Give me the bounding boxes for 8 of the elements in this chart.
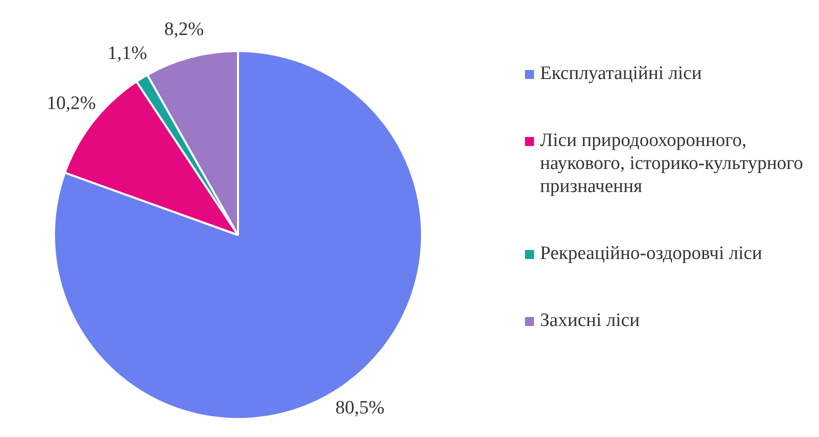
data-label: 1,1% [107,43,148,64]
data-label: 8,2% [164,18,204,40]
data-label: 10,2% [46,93,96,114]
legend-label: Експлуатаційні ліси [540,62,702,85]
legend-label: Ліси природоохоронного, наукового, історико-культурного призначення [540,129,804,198]
data-label: 80,5% [335,397,385,418]
legend-label: Захисні ліси [540,309,640,332]
legend-label: Рекреаційно-оздоровчі ліси [540,242,762,265]
